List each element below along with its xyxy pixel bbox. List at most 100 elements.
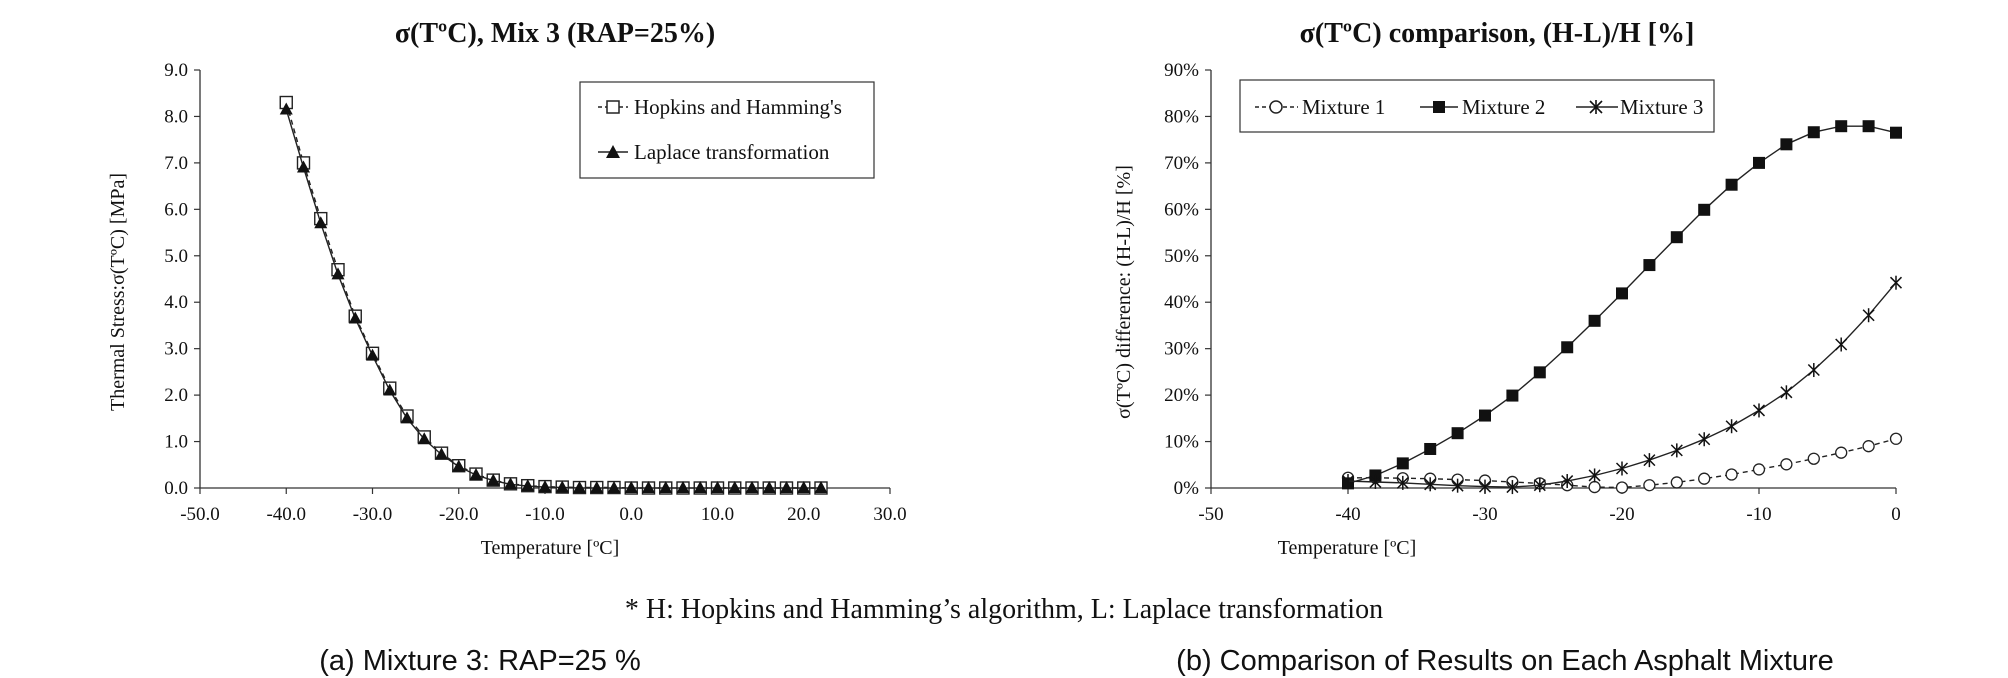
- chart-b-data-point: [1862, 120, 1875, 133]
- chart-a-x-tick-label: 0.0: [619, 504, 643, 525]
- chart-b-data-point: [1396, 475, 1409, 490]
- filled-square-icon: [1433, 101, 1445, 113]
- chart-a-ylabel: Thermal Stress:σ(TºC) [MPa]: [107, 173, 129, 411]
- chart-b-legend-box: [1239, 79, 1715, 133]
- chart-b-y-tick-label: 40%: [1164, 292, 1199, 313]
- chart-b-data-point: [1753, 156, 1765, 169]
- chart-a-x-tick-label: -10.0: [525, 504, 565, 525]
- chart-b-data-point: [1835, 337, 1848, 352]
- chart-b-data-point: [1615, 481, 1629, 494]
- chart-b-y-tick-label: 90%: [1164, 60, 1199, 81]
- chart-b-legend-label-1: Mixture 1: [1302, 95, 1385, 119]
- chart-b-data-point: [1643, 259, 1656, 272]
- chart-b-y-tick-label: 70%: [1164, 153, 1199, 174]
- chart-b-data-point: [1780, 458, 1793, 471]
- chart-a-data-point: [469, 467, 483, 480]
- filled-triangle-icon: [606, 145, 620, 158]
- chart-b-data-point: [1889, 275, 1903, 290]
- chart-a-data-point: [435, 447, 448, 460]
- chart-b-data-point: [1725, 468, 1738, 481]
- chart-a-title: σ(TºC), Mix 3 (RAP=25%): [395, 18, 715, 49]
- chart-a-data-point: [728, 481, 742, 493]
- chart-a-data-point: [452, 459, 466, 472]
- chart-b-data-point: [1615, 461, 1629, 476]
- chart-b-data-point: [1561, 341, 1574, 354]
- chart-b-data-point: [1588, 314, 1601, 327]
- chart-b-data-point: [1451, 427, 1464, 440]
- chart-b-y-tick-label: 60%: [1164, 199, 1199, 220]
- chart-b-data-point: [1807, 126, 1820, 139]
- chart-b-data-point: [1698, 432, 1711, 447]
- chart-a-x-tick-label: 10.0: [701, 504, 734, 525]
- chart-a-data-point: [521, 479, 535, 492]
- chart-a-data-point: [314, 216, 328, 229]
- chart-a-data-point: [814, 481, 828, 493]
- chart-b-data-point: [1616, 287, 1628, 300]
- chart-a-data-point: [417, 432, 431, 445]
- chart-a-data-point: [348, 311, 362, 324]
- chart-b-legend: Mixture 1 Mixture 2 Mixture 3: [1239, 79, 1715, 133]
- chart-b-data-point: [1780, 138, 1793, 151]
- chart-b-data-point: [1698, 472, 1711, 485]
- chart-b-legend-item-1: Mixture 1: [1255, 95, 1385, 119]
- chart-b-x-tick-label: -50: [1198, 504, 1223, 525]
- chart-b-data-point: [1752, 403, 1766, 418]
- chart-b-series: [1341, 120, 1903, 495]
- chart-a-data-point: [400, 411, 414, 424]
- chart-b-x-tick-label: -40: [1335, 504, 1360, 525]
- chart-b-data-point: [1670, 231, 1683, 244]
- chart-b-data-point: [1561, 474, 1574, 489]
- chart-a: σ(TºC), Mix 3 (RAP=25%) 0.0 1.0 2.0 3.0 4.0 5…: [107, 18, 907, 559]
- chart-a-data-point: [780, 481, 793, 493]
- chart-b-series-2: [1342, 120, 1902, 490]
- chart-a-y-tick-label: 6.0: [164, 199, 188, 220]
- chart-a-data-point: [797, 481, 811, 493]
- chart-a-data-point: [573, 481, 586, 493]
- star-icon: [1589, 100, 1603, 114]
- chart-b-data-point: [1835, 446, 1848, 459]
- chart-b-data-point: [1807, 363, 1820, 378]
- chart-b-data-point: [1369, 474, 1382, 489]
- chart-a-x-tick-label: 20.0: [787, 504, 820, 525]
- chart-b-legend-item-3: Mixture 3: [1576, 95, 1703, 119]
- chart-a-y-tick-label: 0.0: [164, 478, 188, 499]
- chart-a-y-tick-label: 8.0: [164, 106, 188, 127]
- chart-b-data-point: [1889, 432, 1903, 445]
- chart-b-data-point: [1533, 478, 1546, 493]
- chart-b-ylabel: σ(TºC) difference: (H-L)/H [%]: [1113, 165, 1135, 419]
- chart-a-y-tick-label: 3.0: [164, 339, 188, 360]
- chart-b-legend-label-2: Mixture 2: [1462, 95, 1545, 119]
- chart-a-y-tick-label: 9.0: [164, 60, 188, 81]
- chart-b-y-tick-label: 80%: [1164, 106, 1199, 127]
- chart-b-x-tick-label: -20: [1609, 504, 1634, 525]
- figure-note: * H: Hopkins and Hamming’s algorithm, L:…: [625, 594, 1383, 625]
- chart-a-data-point: [297, 160, 310, 173]
- chart-b-data-point: [1396, 457, 1409, 470]
- chart-b-y-tick-label: 50%: [1164, 246, 1199, 267]
- chart-a-data-point: [279, 102, 293, 115]
- chart-b-xlabel: Temperature [ºC]: [1278, 537, 1417, 559]
- open-square-icon: [606, 100, 620, 114]
- chart-a-legend: Hopkins and Hamming's Laplace transforma…: [579, 81, 875, 179]
- chart-b-y-tick-label: 30%: [1164, 339, 1199, 360]
- chart-a-data-point: [659, 481, 673, 493]
- chart-b-data-point: [1725, 178, 1738, 191]
- chart-a-data-point: [607, 481, 621, 493]
- chart-a-data-point: [590, 481, 604, 493]
- chart-a-legend-box: [579, 81, 875, 179]
- chart-b-data-point: [1807, 452, 1820, 465]
- chart-a-x-tick-label: -50.0: [180, 504, 220, 525]
- chart-b-x-tick-label: 0: [1891, 504, 1901, 525]
- chart-b-data-point: [1588, 480, 1601, 494]
- chart-a-legend-item-1: Hopkins and Hamming's: [598, 95, 842, 119]
- chart-b-data-point: [1862, 308, 1875, 323]
- chart-a-data-point: [366, 348, 379, 361]
- chart-a-data-point: [642, 481, 655, 493]
- chart-a-y-tick-label: 4.0: [164, 292, 188, 313]
- chart-b-data-point: [1424, 442, 1437, 455]
- chart-b-data-point: [1752, 463, 1766, 476]
- chart-a-y-tick-label: 5.0: [164, 246, 188, 267]
- chart-a-y-tick-label: 7.0: [164, 153, 188, 174]
- chart-b: σ(TºC) comparison, (H-L)/H [%] 0% 10% 20% 3…: [1113, 18, 1903, 559]
